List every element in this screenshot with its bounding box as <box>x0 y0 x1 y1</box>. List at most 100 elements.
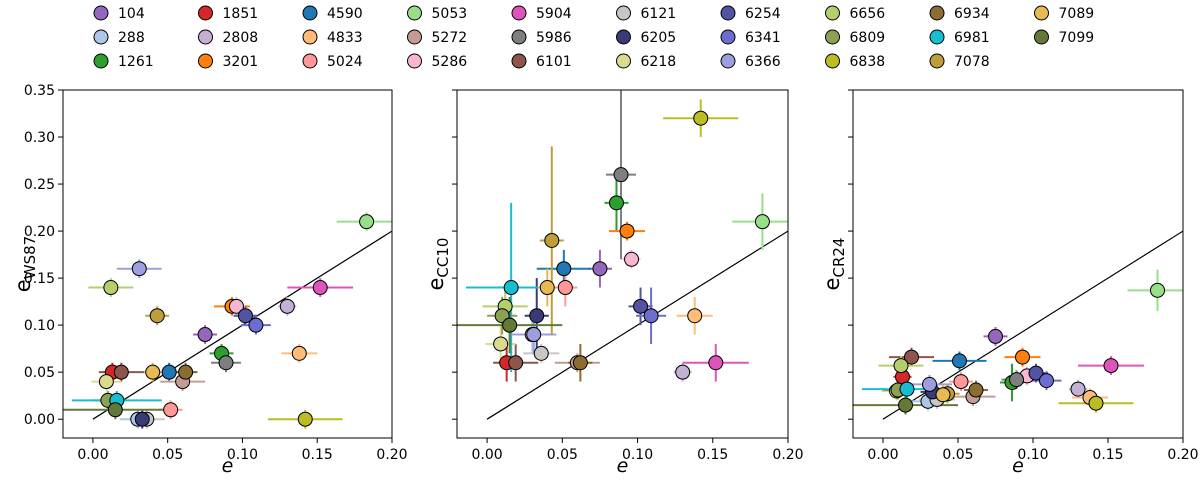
legend-label: 6218 <box>641 54 677 70</box>
legend-marker <box>720 29 736 45</box>
legend-marker <box>93 53 109 69</box>
y-tick-label: 0.05 <box>24 365 55 381</box>
legend-marker <box>1034 29 1049 45</box>
y-axis-label-base: e <box>424 278 448 291</box>
y-axis-label-sub: CC10 <box>434 238 452 278</box>
data-point <box>113 364 129 380</box>
legend-label: 7078 <box>954 54 990 70</box>
legend-label: 5024 <box>327 54 363 70</box>
legend-label: 288 <box>118 30 145 46</box>
data-point <box>624 251 640 267</box>
legend-label: 6101 <box>536 54 572 70</box>
legend-label: 7089 <box>1059 6 1095 22</box>
data-point <box>502 317 518 333</box>
data-point <box>297 411 313 427</box>
x-tick-label: 0.05 <box>942 447 973 463</box>
data-point <box>968 382 984 398</box>
legend-label: 6838 <box>850 54 886 70</box>
legend-label: 6254 <box>745 6 781 22</box>
legend-marker <box>407 29 422 45</box>
y-axis-label-base: e <box>820 278 844 291</box>
x-tick-label: 0.15 <box>1092 447 1123 463</box>
legend-label: 3201 <box>223 54 259 70</box>
legend-label: 5286 <box>432 54 468 70</box>
data-point <box>633 298 649 314</box>
data-point <box>1103 358 1119 374</box>
data-point <box>687 308 703 324</box>
x-tick-label: 0.05 <box>152 447 183 463</box>
data-point <box>526 327 542 343</box>
data-point <box>149 308 165 324</box>
data-point <box>572 355 588 371</box>
legend-label: 5904 <box>536 6 572 22</box>
legend-marker <box>825 29 840 45</box>
legend-marker <box>302 5 318 21</box>
data-point <box>197 327 213 343</box>
legend-label: 4833 <box>327 30 363 46</box>
legend-marker <box>825 53 840 69</box>
data-point <box>899 381 915 397</box>
data-point <box>131 261 147 277</box>
data-point <box>237 308 253 324</box>
legend-label: 2808 <box>223 30 259 46</box>
legend-marker <box>1034 5 1049 21</box>
legend-label: 6981 <box>954 30 990 46</box>
legend-label: 5272 <box>432 30 468 46</box>
data-point <box>539 280 555 296</box>
legend-marker <box>929 53 945 69</box>
data-point <box>922 376 937 392</box>
x-axis-label: e <box>222 455 234 477</box>
data-point <box>613 167 629 183</box>
x-axis-label: e <box>617 455 629 477</box>
identity-line <box>486 230 788 420</box>
legend-marker <box>198 53 213 69</box>
legend-label: 6656 <box>850 6 886 22</box>
data-point <box>218 355 234 371</box>
axes-frame <box>852 89 1184 439</box>
data-point <box>529 308 545 324</box>
data-point <box>161 364 177 380</box>
data-point <box>1070 381 1086 397</box>
legend-marker <box>198 29 213 45</box>
data-point <box>134 411 150 427</box>
y-tick-label: 0.00 <box>24 412 55 428</box>
data-point <box>693 110 709 126</box>
x-tick-label: 0.15 <box>697 447 728 463</box>
data-point <box>359 214 375 230</box>
y-axis-label: eWS87 <box>11 236 39 292</box>
legend-label: 7099 <box>1059 30 1095 46</box>
data-point <box>145 364 161 380</box>
data-point <box>248 317 264 333</box>
legend-marker <box>825 5 840 21</box>
x-tick-label: 0.20 <box>1167 447 1198 463</box>
data-point <box>228 298 244 314</box>
legend-marker <box>407 53 422 69</box>
data-point <box>1015 349 1030 365</box>
data-point <box>163 402 179 418</box>
y-tick-label: 0.10 <box>24 318 55 334</box>
data-point <box>493 336 509 352</box>
panel <box>853 230 1183 420</box>
y-tick-label: 0.30 <box>24 130 55 146</box>
data-point <box>935 387 951 403</box>
y-tick-label: 0.25 <box>24 177 55 193</box>
x-tick-label: 0.20 <box>376 447 407 463</box>
data-point <box>1039 373 1054 389</box>
y-axis-label-base: e <box>11 279 35 292</box>
data-point <box>893 358 909 374</box>
legend-marker <box>198 5 213 21</box>
data-point <box>1009 372 1024 388</box>
data-point <box>898 397 913 413</box>
y-tick-label: 0.20 <box>24 224 55 240</box>
data-point <box>608 195 624 211</box>
legend-marker <box>93 29 109 45</box>
data-point <box>953 374 969 390</box>
legend-label: 5986 <box>536 30 572 46</box>
legend-marker <box>93 5 109 21</box>
y-tick-label: 0.35 <box>24 83 55 99</box>
data-point <box>556 261 572 277</box>
legend-marker <box>720 53 736 69</box>
data-point <box>103 280 119 296</box>
x-tick-label: 0.10 <box>1017 447 1048 463</box>
